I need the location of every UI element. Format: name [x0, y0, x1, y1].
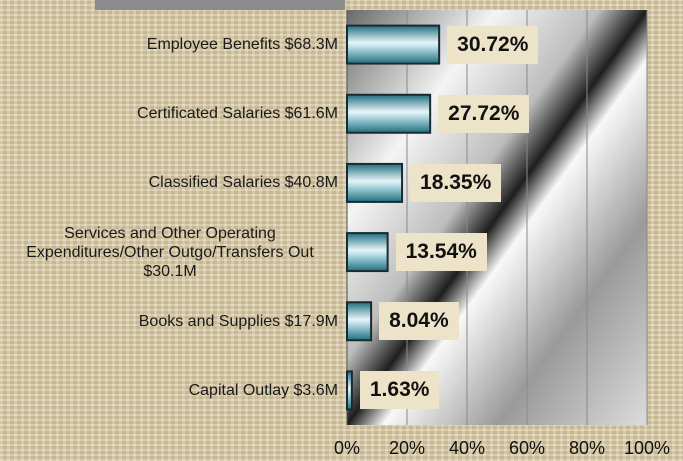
value-label: 8.04% [379, 302, 459, 341]
category-text: Classified Salaries $40.8M [148, 174, 338, 192]
x-tick-label: 20% [388, 438, 426, 458]
value-label: 1.63% [359, 371, 440, 410]
x-tick-label: 0% [333, 438, 361, 458]
bar [346, 93, 432, 134]
category-text: Certificated Salaries $61.6M [137, 105, 338, 123]
x-tick-label: 60% [508, 438, 546, 458]
x-tick-label: 40% [448, 438, 486, 458]
bar [346, 232, 389, 273]
plot-area [347, 10, 647, 425]
bar [346, 301, 373, 342]
value-label: 27.72% [438, 94, 530, 133]
category-label: Books and Supplies $17.9M [0, 287, 338, 355]
value-label: 30.72% [447, 25, 539, 64]
category-text: Employee Benefits $68.3M [146, 36, 338, 54]
category-text: Services and Other Operating Expenditure… [26, 224, 314, 280]
category-text: Books and Supplies $17.9M [138, 312, 338, 330]
category-label: Certificated Salaries $61.6M [0, 80, 338, 148]
category-label: Capital Outlay $3.6M [0, 356, 338, 424]
title-box [95, 0, 345, 10]
x-tick-label: 100% [623, 438, 671, 458]
bar [346, 370, 353, 411]
x-tick-label: 80% [568, 438, 606, 458]
category-label: Employee Benefits $68.3M [0, 11, 338, 79]
value-label: 18.35% [410, 163, 502, 202]
value-label: 13.54% [395, 233, 487, 272]
category-label: Services and Other Operating Expenditure… [0, 218, 338, 286]
bar [346, 24, 441, 65]
bar [346, 162, 404, 203]
category-text: Capital Outlay $3.6M [188, 381, 338, 399]
category-label: Classified Salaries $40.8M [0, 149, 338, 217]
